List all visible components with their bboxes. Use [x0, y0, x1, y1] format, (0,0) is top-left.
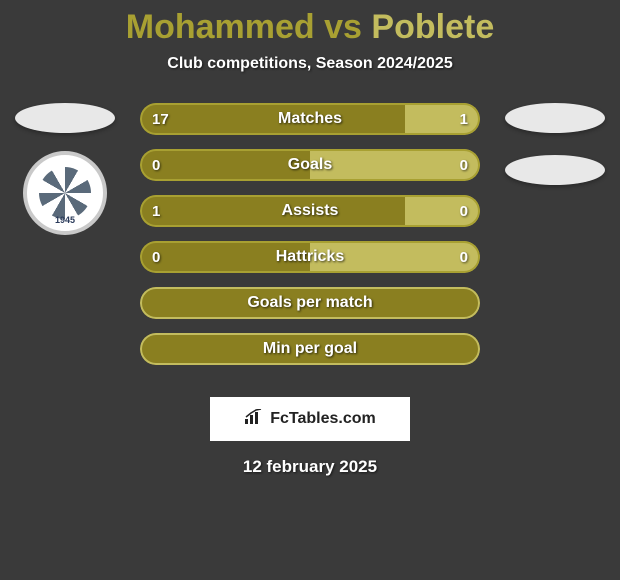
comparison-title: Mohammed vs Poblete: [0, 0, 620, 47]
comparison-area: 1945 171Matches 00Goals 10Assists 00Hattric…: [0, 103, 620, 383]
player2-club-placeholder-icon: [505, 155, 605, 185]
player2-placeholder-icon: [505, 103, 605, 133]
player1-name: Mohammed: [126, 8, 315, 46]
bar-label: Goals per match: [140, 287, 480, 319]
player2-name: Poblete: [371, 8, 494, 46]
stat-bar-row: Goals per match: [140, 287, 480, 319]
stat-bar-row: 00Hattricks: [140, 241, 480, 273]
club-ball-icon: [39, 167, 91, 219]
right-player-badges: [500, 103, 610, 203]
left-player-badges: 1945: [10, 103, 120, 235]
vs-text: vs: [324, 8, 362, 46]
brand-text: FcTables.com: [270, 410, 376, 428]
player1-club-logo: 1945: [23, 151, 107, 235]
bar-label: Assists: [140, 195, 480, 227]
footer-date: 12 february 2025: [0, 457, 620, 477]
bar-label: Goals: [140, 149, 480, 181]
bar-label: Matches: [140, 103, 480, 135]
bar-label: Hattricks: [140, 241, 480, 273]
chart-icon: [244, 409, 264, 430]
stat-bar-row: 10Assists: [140, 195, 480, 227]
player1-placeholder-icon: [15, 103, 115, 133]
stat-bar-row: Min per goal: [140, 333, 480, 365]
club-year: 1945: [55, 215, 75, 225]
bar-label: Min per goal: [140, 333, 480, 365]
stat-bar-row: 00Goals: [140, 149, 480, 181]
stat-bars: 171Matches 00Goals 10Assists 00Hattricks Goa…: [140, 103, 480, 379]
stat-bar-row: 171Matches: [140, 103, 480, 135]
subtitle: Club competitions, Season 2024/2025: [0, 55, 620, 73]
brand-logo: FcTables.com: [210, 397, 410, 441]
